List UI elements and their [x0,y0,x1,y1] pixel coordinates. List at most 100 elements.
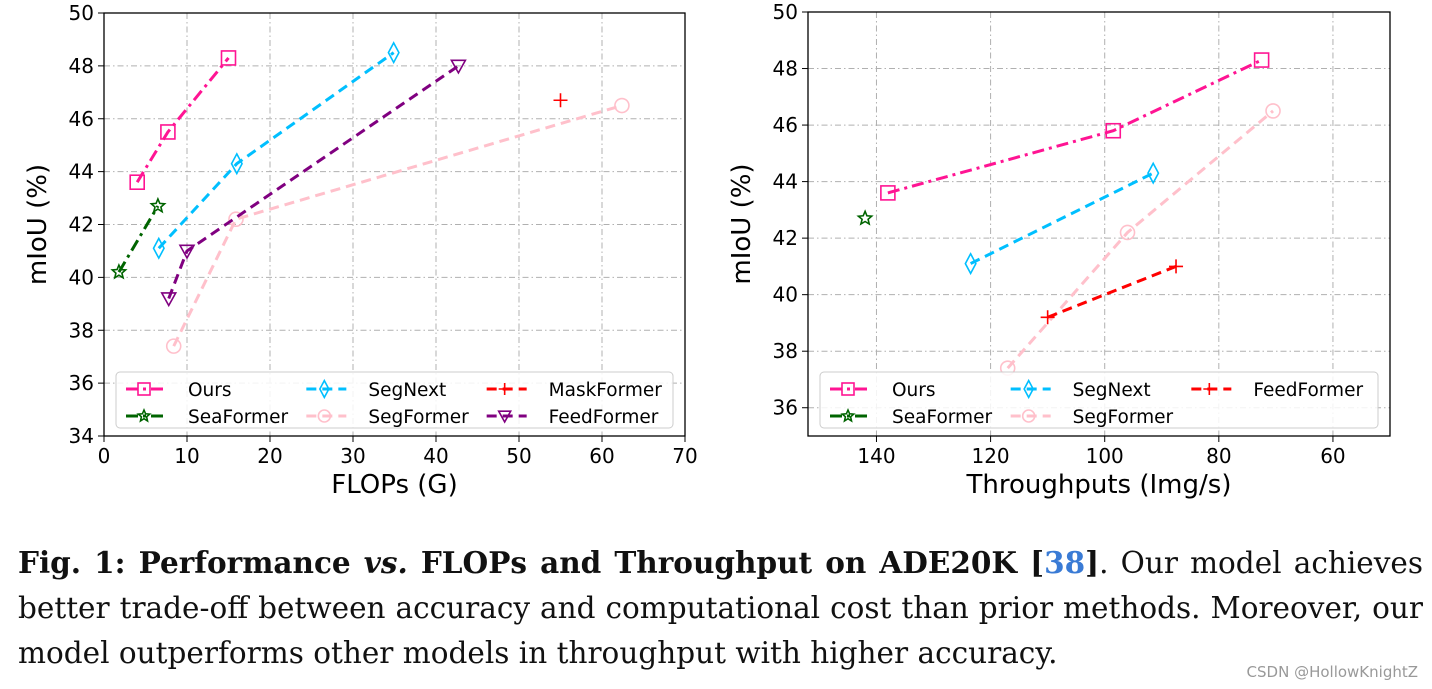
data-point [856,209,874,226]
x-axis-label: FLOPs (G) [331,470,457,500]
legend-marker [1023,378,1035,400]
data-point [1265,103,1281,119]
x-axis-label: Throughputs (Img/s) [966,470,1232,500]
legend-item: SeaFormer [830,407,992,428]
caption-reference-link[interactable]: 38 [1044,545,1086,580]
series-maskformer [553,93,568,108]
data-point [230,152,243,176]
y-tick-label: 44 [773,170,798,194]
legend-item: MaskFormer [486,380,663,401]
series-line [887,58,1263,195]
y-tick-label: 42 [773,226,798,250]
data-point [553,93,568,108]
data-point [165,338,182,354]
legend-marker [317,409,332,423]
plot-frame [103,12,686,437]
x-tick-label: 0 [98,444,111,468]
series-segnext [152,41,400,260]
x-tick-label: 60 [589,444,614,468]
y-axis-label: mIoU (%) [23,164,53,285]
y-tick-label: 46 [69,107,94,131]
legend-item: SeaFormer [126,407,288,428]
series-seaformer [856,209,874,226]
series-segnext [964,161,1160,276]
x-tick-label: 140 [857,444,895,468]
x-tick-label: 120 [971,444,1009,468]
data-point [964,252,977,276]
data-point [220,50,237,66]
figure-caption: Fig. 1: Performance vs. FLOPs and Throug… [18,540,1423,676]
plot-frame [807,11,1391,437]
legend-label: FeedFormer [549,407,659,428]
x-tick-label: 10 [174,444,199,468]
data-point [1169,259,1184,274]
data-point [1105,122,1122,139]
x-tick-label: 50 [506,444,531,468]
series-seaformer [110,196,167,280]
y-tick-label: 48 [69,54,94,78]
data-point [450,59,467,75]
x-tick-label: 100 [1086,444,1124,468]
legend-marker [137,382,151,396]
x-tick-label: 20 [257,444,282,468]
series-line [1047,265,1177,319]
series-line [135,56,230,183]
data-point [160,124,176,140]
data-point [1119,224,1136,241]
series-line [969,171,1154,265]
legend-item: SegFormer [1010,407,1174,428]
legend-marker [498,383,511,395]
x-tick-label: 80 [1206,444,1231,468]
data-point [110,263,128,280]
x-tick-label: 40 [423,444,448,468]
caption-fig-label: Fig. 1: [18,545,126,580]
y-tick-label: 40 [69,265,94,289]
y-tick-label: 48 [773,57,798,81]
y-tick-label: 44 [69,160,94,184]
legend-label: FeedFormer [1253,380,1363,401]
series-line [157,51,395,250]
legend-marker [1203,383,1216,395]
x-tick-label: 60 [1320,444,1345,468]
data-point [129,174,145,190]
y-tick-label: 36 [69,371,94,395]
y-tick-label: 46 [773,113,798,137]
legend-item: SegFormer [306,407,469,428]
legend-item: Ours [830,380,936,401]
legend-marker [136,407,152,423]
chart-1: 0 10 20 30 40 50 60 70 34 36 38 40 42 44 46 48 50 FLOPs (… [23,1,698,500]
caption-title-b: FLOPs and Throughput on ADE20K [ [407,545,1045,580]
caption-title-c: ] [1085,545,1100,580]
data-point [1147,161,1160,185]
legend-label: Ours [892,380,936,401]
series-segformer [999,103,1281,376]
data-point [160,292,178,308]
data-point [1040,310,1055,325]
legend-label: MaskFormer [549,380,663,401]
x-tick-label: 30 [340,444,365,468]
legend-box [819,371,1379,429]
legend-label: SeaFormer [188,407,288,428]
legend-label: SegNext [1073,380,1151,401]
legend-label: SegNext [368,380,446,401]
caption-body: . Our model achieves better trade-off be… [18,546,1424,670]
y-tick-label: 50 [773,0,798,24]
watermark: CSDN @HollowKnightZ [1246,663,1418,681]
legend-item: SegNext [1010,378,1151,401]
y-tick-label: 38 [773,339,798,363]
legend-marker [841,382,855,396]
series-segformer [165,97,630,354]
series-feedformer [160,59,467,308]
data-point [614,97,630,114]
series-line [172,104,623,347]
y-tick-label: 42 [69,213,94,237]
data-point [387,41,400,65]
legend-item: FeedFormer [486,407,659,428]
legend-label: SeaFormer [892,407,992,428]
series-feedformer [1040,259,1184,325]
data-point [178,244,196,260]
y-axis-label: mIoU (%) [727,163,757,284]
series-line [167,64,460,300]
series-ours [880,52,1270,201]
legend-label: SegFormer [1073,407,1174,428]
